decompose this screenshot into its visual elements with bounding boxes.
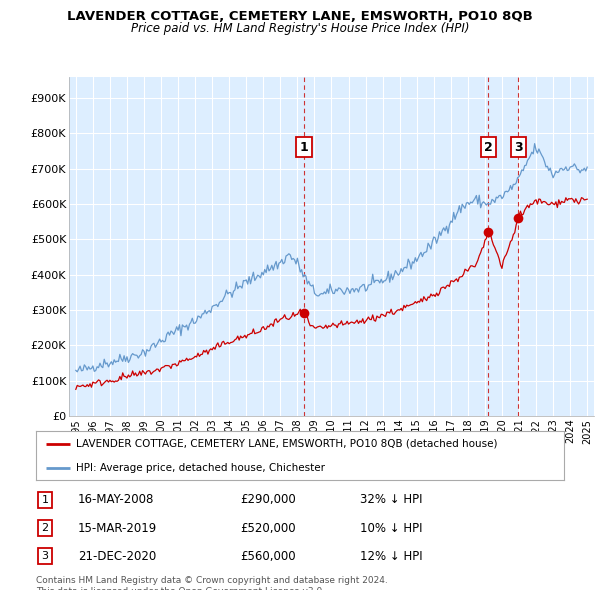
Text: 16-MAY-2008: 16-MAY-2008	[78, 493, 154, 506]
Text: 21-DEC-2020: 21-DEC-2020	[78, 550, 156, 563]
Text: 1: 1	[41, 495, 49, 504]
Text: 3: 3	[41, 552, 49, 561]
Text: £560,000: £560,000	[240, 550, 296, 563]
Text: 12% ↓ HPI: 12% ↓ HPI	[360, 550, 422, 563]
Text: Price paid vs. HM Land Registry's House Price Index (HPI): Price paid vs. HM Land Registry's House …	[131, 22, 469, 35]
Text: LAVENDER COTTAGE, CEMETERY LANE, EMSWORTH, PO10 8QB: LAVENDER COTTAGE, CEMETERY LANE, EMSWORT…	[67, 10, 533, 23]
Text: £290,000: £290,000	[240, 493, 296, 506]
Text: 2: 2	[41, 523, 49, 533]
Text: 3: 3	[514, 141, 523, 154]
Text: 32% ↓ HPI: 32% ↓ HPI	[360, 493, 422, 506]
Text: £520,000: £520,000	[240, 522, 296, 535]
Text: 2: 2	[484, 141, 493, 154]
Text: 15-MAR-2019: 15-MAR-2019	[78, 522, 157, 535]
Text: 1: 1	[299, 141, 308, 154]
Text: LAVENDER COTTAGE, CEMETERY LANE, EMSWORTH, PO10 8QB (detached house): LAVENDER COTTAGE, CEMETERY LANE, EMSWORT…	[76, 439, 497, 449]
Text: Contains HM Land Registry data © Crown copyright and database right 2024.
This d: Contains HM Land Registry data © Crown c…	[36, 576, 388, 590]
Text: HPI: Average price, detached house, Chichester: HPI: Average price, detached house, Chic…	[76, 463, 325, 473]
Text: 10% ↓ HPI: 10% ↓ HPI	[360, 522, 422, 535]
